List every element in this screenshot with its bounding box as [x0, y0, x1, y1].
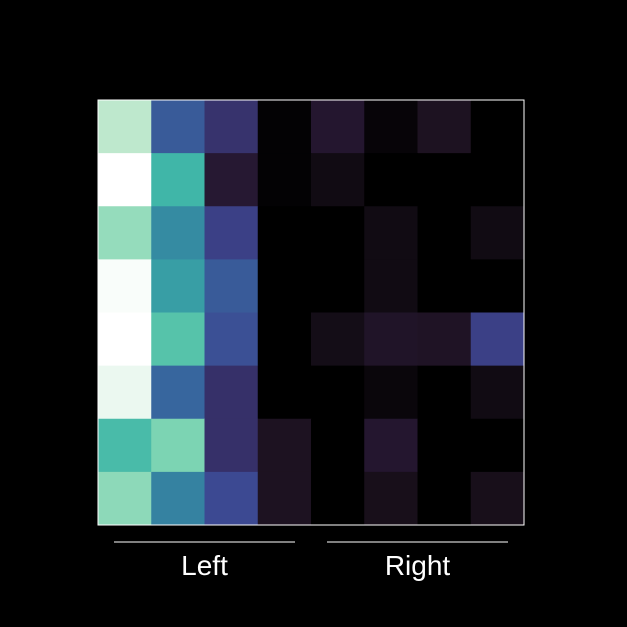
- heatmap-cell: [204, 471, 259, 526]
- heatmap-cell: [311, 206, 365, 260]
- heatmap-cell: [417, 418, 472, 473]
- heatmap-cell: [204, 206, 259, 260]
- group-label: Right: [385, 550, 451, 581]
- heatmap-cell: [417, 100, 472, 154]
- heatmap-cell: [257, 153, 312, 207]
- heatmap-cell: [204, 100, 259, 154]
- heatmap-cell: [470, 259, 525, 314]
- heatmap-cell: [204, 153, 259, 207]
- column-group-labels: Left Right: [114, 541, 508, 581]
- heatmap-cell: [151, 206, 205, 260]
- heatmap-cell: [417, 259, 472, 314]
- heatmap-cell: [470, 206, 525, 260]
- heatmap-cell: [151, 259, 205, 314]
- heatmap-cell: [364, 471, 418, 526]
- heatmap-cell: [151, 312, 205, 367]
- heatmap-cell: [470, 365, 525, 420]
- heatmap-cell: [98, 365, 152, 420]
- heatmap-cell: [417, 471, 472, 526]
- heatmap-cell: [98, 153, 152, 207]
- heatmap-cell: [417, 206, 472, 260]
- heatmap-cell: [204, 418, 259, 473]
- heatmap-cell: [151, 365, 205, 420]
- heatmap-cell: [151, 100, 205, 154]
- heatmap-cell: [364, 365, 418, 420]
- heatmap-cell: [98, 206, 152, 260]
- heatmap-cell: [257, 259, 312, 314]
- heatmap-cell: [311, 153, 365, 207]
- heatmap-cell: [364, 418, 418, 473]
- heatmap-cell: [257, 312, 312, 367]
- heatmap-cell: [151, 418, 205, 473]
- heatmap-cell: [98, 418, 152, 473]
- heatmap-cell: [257, 206, 312, 260]
- heatmap-cell: [311, 365, 365, 420]
- heatmap-cell: [204, 259, 259, 314]
- heatmap-cell: [311, 418, 365, 473]
- heatmap-cell: [98, 471, 152, 526]
- heatmap-cell: [364, 153, 418, 207]
- heatmap-cell: [470, 153, 525, 207]
- heatmap-cell: [470, 100, 525, 154]
- heatmap-cell: [204, 312, 259, 367]
- heatmap-cell: [257, 418, 312, 473]
- heatmap-cell: [257, 365, 312, 420]
- heatmap-frame: [97, 99, 525, 526]
- heatmap-cell: [417, 312, 472, 367]
- heatmap-cell: [470, 312, 525, 367]
- heatmap-cell: [151, 471, 205, 526]
- heatmap-cell: [417, 153, 472, 207]
- heatmap-cell: [257, 471, 312, 526]
- heatmap-cell: [98, 312, 152, 367]
- heatmap-cell: [470, 418, 525, 473]
- heatmap-cell: [470, 471, 525, 526]
- heatmap-cell: [364, 206, 418, 260]
- heatmap-cell: [364, 100, 418, 154]
- heatmap-cell: [311, 259, 365, 314]
- heatmap-cell: [311, 312, 365, 367]
- heatmap-cell: [364, 259, 418, 314]
- heatmap-cell: [98, 259, 152, 314]
- heatmap-cell: [311, 100, 365, 154]
- heatmap-cells: [98, 100, 525, 526]
- group-label: Left: [181, 550, 228, 581]
- heatmap-cell: [151, 153, 205, 207]
- heatmap-cell: [204, 365, 259, 420]
- heatmap-cell: [98, 100, 152, 154]
- heatmap-cell: [364, 312, 418, 367]
- heatmap-cell: [417, 365, 472, 420]
- heatmap-cell: [311, 471, 365, 526]
- heatmap-cell: [257, 100, 312, 154]
